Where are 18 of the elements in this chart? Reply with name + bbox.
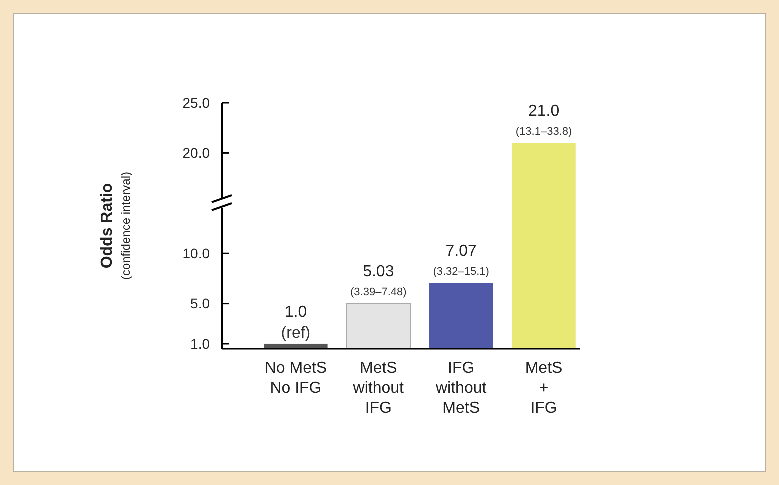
data-label: 7.07	[446, 243, 478, 260]
data-label: 5.03	[363, 264, 394, 281]
annotation: (3.32–15.1)	[433, 266, 490, 278]
y-tick-label: 20.0	[182, 145, 210, 162]
annotation: (3.39–7.48)	[350, 286, 407, 299]
y-tick-label: 25.0	[182, 94, 210, 111]
y-axis-title: Odds Ratio (confidence interval)	[99, 172, 133, 280]
data-label: 21.0	[528, 103, 560, 120]
x-tick-label: MetS + IFG	[525, 360, 563, 417]
annotation: (13.1–33.8)	[516, 126, 572, 138]
annotation: (ref)	[281, 324, 311, 342]
y-tick-label: 5.0	[190, 296, 210, 312]
data-label: 1.0	[284, 304, 308, 321]
y-tick-label: 10.0	[182, 246, 210, 262]
x-tick-label: IFG without MetS	[434, 360, 488, 417]
x-tick-label: MetS without IFG	[352, 360, 405, 417]
y-tick-label: 1.0	[190, 336, 210, 352]
x-tick-label: No MetS No IFG	[264, 360, 328, 397]
